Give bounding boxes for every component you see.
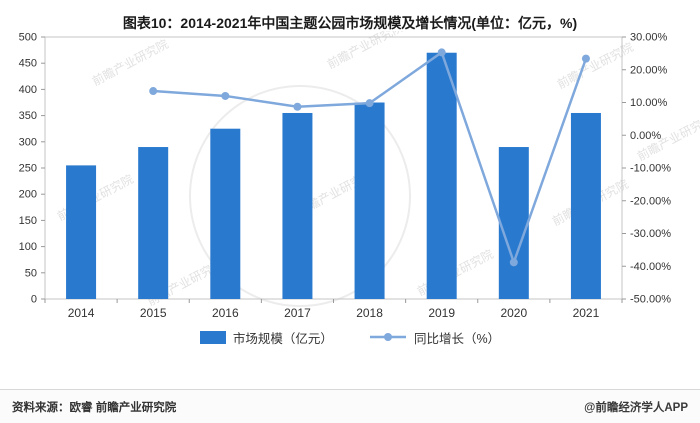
chart-title: 图表10：2014-2021年中国主题公园市场规模及增长情况(单位：亿元，%): [122, 15, 578, 31]
growth-marker-2018: [365, 99, 374, 108]
left-axis-label: 450: [19, 58, 37, 70]
watermark-circle: [189, 85, 411, 307]
bar-2014: [66, 165, 97, 299]
right-axis-label: -20.00%: [630, 195, 671, 207]
left-axis-label: 250: [19, 163, 37, 175]
left-axis-label: 500: [19, 32, 37, 44]
growth-marker-2021: [581, 54, 590, 63]
bar-2020: [498, 147, 529, 299]
right-axis-label: -40.00%: [630, 261, 671, 273]
bar-2019: [426, 52, 457, 299]
growth-marker-2019: [437, 48, 446, 57]
bar-2016: [210, 128, 241, 299]
right-axis-label: -10.00%: [630, 163, 671, 175]
right-axis-label: 20.00%: [630, 64, 668, 76]
bar-swatch: [199, 330, 226, 344]
growth-marker-2015: [149, 87, 158, 96]
category-label-2020: 2020: [500, 306, 527, 320]
left-axis-label: 0: [31, 294, 37, 306]
left-axis-label: 350: [19, 110, 37, 122]
right-axis-label: -50.00%: [630, 294, 671, 306]
left-axis-label: 300: [19, 136, 37, 148]
right-axis-label: -30.00%: [630, 228, 671, 240]
line-swatch-icon: [369, 333, 406, 341]
growth-marker-2020: [509, 258, 518, 267]
bar-2017: [282, 112, 313, 299]
left-axis-label: 400: [19, 84, 37, 96]
left-axis-label: 200: [19, 189, 37, 201]
category-label-2014: 2014: [68, 306, 95, 320]
legend: 市场规模（亿元） 同比增长（%）: [0, 323, 700, 351]
category-label-2017: 2017: [284, 306, 311, 320]
category-label-2019: 2019: [428, 306, 455, 320]
chart-area: 前瞻产业研究院 前瞻产业研究院 前瞻产业研究院 前瞻产业研究院 前瞻产业研究院 前瞻产业研…: [0, 19, 700, 323]
bar-2018: [354, 102, 385, 299]
legend-item-growth: 同比增长（%）: [369, 328, 500, 347]
watermark-text-2: 前瞻产业研究院: [554, 39, 635, 92]
bar-2015: [138, 147, 169, 299]
right-axis-label: 30.00%: [630, 32, 668, 44]
left-axis-label: 100: [19, 241, 37, 253]
bar-2021: [570, 112, 601, 299]
right-axis-label: 0.00%: [630, 130, 661, 142]
watermark-text-0: 前瞻产业研究院: [89, 36, 170, 89]
combo-chart-svg: 前瞻产业研究院 前瞻产业研究院 前瞻产业研究院前瞻产业研究院前瞻产业研究院前瞻产业研…: [19, 19, 700, 320]
category-label-2016: 2016: [212, 306, 239, 320]
legend-label-growth: 同比增长（%）: [413, 331, 501, 346]
source-text: 资料来源：欧睿 前瞻产业研究院: [12, 401, 177, 414]
growth-marker-2016: [221, 91, 230, 100]
brand-text: @前瞻经济学人APP: [584, 401, 688, 414]
plot-border: [44, 36, 623, 300]
legend-label-market-size: 市场规模（亿元）: [232, 331, 333, 346]
category-label-2018: 2018: [356, 306, 383, 320]
category-label-2015: 2015: [140, 306, 167, 320]
footer: 资料来源：欧睿 前瞻产业研究院 @前瞻经济学人APP: [0, 389, 700, 423]
left-axis-label: 150: [19, 215, 37, 227]
left-axis-label: 50: [25, 267, 37, 279]
category-label-2021: 2021: [573, 306, 600, 320]
right-axis-label: 10.00%: [630, 97, 668, 109]
growth-marker-2017: [293, 102, 302, 111]
legend-item-market-size: 市场规模（亿元）: [199, 328, 333, 347]
